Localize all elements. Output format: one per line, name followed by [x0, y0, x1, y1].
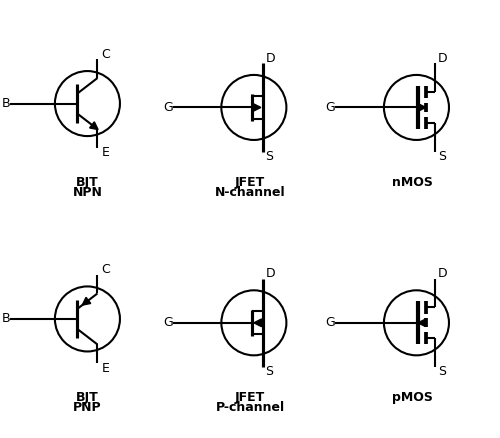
Polygon shape — [254, 319, 262, 327]
Text: G: G — [326, 101, 335, 114]
Text: G: G — [326, 316, 335, 329]
Text: NPN: NPN — [72, 186, 102, 199]
Text: S: S — [438, 365, 446, 378]
Text: C: C — [102, 48, 110, 61]
Text: D: D — [266, 52, 275, 65]
Text: N-channel: N-channel — [214, 186, 286, 199]
Text: B: B — [2, 97, 10, 110]
Text: S: S — [266, 150, 274, 163]
Text: JFET: JFET — [235, 176, 265, 189]
Text: S: S — [438, 150, 446, 163]
Text: G: G — [163, 101, 172, 114]
Text: D: D — [438, 267, 448, 280]
Polygon shape — [253, 103, 261, 111]
Text: nMOS: nMOS — [392, 176, 433, 189]
Text: D: D — [438, 52, 448, 65]
Polygon shape — [419, 104, 426, 111]
Text: P-channel: P-channel — [216, 402, 284, 414]
Text: B: B — [2, 312, 10, 325]
Text: pMOS: pMOS — [392, 392, 433, 404]
Text: PNP: PNP — [73, 402, 102, 414]
Text: BJT: BJT — [76, 392, 99, 404]
Text: E: E — [102, 146, 109, 159]
Polygon shape — [82, 297, 91, 305]
Text: D: D — [266, 267, 275, 280]
Text: JFET: JFET — [235, 392, 265, 404]
Polygon shape — [418, 319, 425, 326]
Polygon shape — [90, 122, 98, 130]
Text: G: G — [163, 316, 172, 329]
Text: BJT: BJT — [76, 176, 99, 189]
Text: S: S — [266, 365, 274, 378]
Text: E: E — [102, 361, 109, 374]
Text: C: C — [102, 263, 110, 276]
